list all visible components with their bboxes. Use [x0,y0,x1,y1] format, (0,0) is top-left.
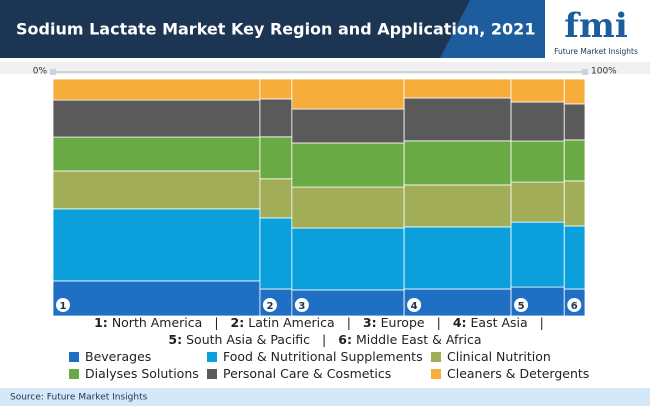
region-key-number: 5: [168,332,183,347]
segment [52,78,261,101]
segment [403,184,512,228]
segment [52,170,261,210]
segment [259,78,293,100]
segment [291,227,405,291]
region-key-number: 3: [362,315,377,330]
segment [259,217,293,290]
segment [291,108,405,144]
segment [403,78,512,99]
region-marker-bg [407,298,422,312]
segment [52,280,261,317]
region-marker: 5 [518,301,525,312]
chart-title: Sodium Lactate Market Key Region and App… [16,20,535,39]
region-marker: 1 [60,301,67,312]
region-marker: 6 [571,301,578,312]
region-marker: 4 [411,301,418,312]
region-key-name: North America [111,315,203,330]
segment [259,178,293,219]
region-key-name: Latin America [248,315,335,330]
tick-mark [50,69,56,75]
legend-label: Clinical Nutrition [447,349,551,364]
legend-item: Clinical Nutrition [431,349,581,364]
region-key-name: Europe [380,315,425,330]
legend-row: Beverages Food & Nutritional Supplements C… [0,349,650,364]
legend-item: Dialyses Solutions [69,366,207,381]
legend-label: Cleaners & Detergents [447,366,590,381]
logo-subtitle: Future Market Insights [554,47,638,56]
segment [52,99,261,138]
legend-label: Food & Nutritional Supplements [223,349,423,364]
separator: | [436,315,441,330]
legend-item: Food & Nutritional Supplements [207,349,431,364]
tick-mark [582,69,588,75]
segment [510,181,565,223]
segment [563,225,586,290]
region-key-name: East Asia [470,315,528,330]
legend-swatch [69,369,79,379]
separator: | [539,315,544,330]
legend-item: Personal Care & Cosmetics [207,366,431,381]
legend-swatch [207,352,217,362]
segment [510,221,565,288]
legend-swatch [431,369,441,379]
legend-item: Cleaners & Detergents [431,366,589,381]
legend-swatch [431,352,441,362]
logo: fmi [564,6,628,46]
segment [510,78,565,103]
header-accent [440,0,545,58]
legend-swatch [69,352,79,362]
region-marker: 3 [298,301,305,312]
segment [291,289,405,317]
region-key-name: South Asia & Pacific [186,332,311,347]
legend-swatch [207,369,217,379]
region-marker-bg [567,298,582,312]
region-key-row: 5: South Asia & Pacific | 6: Middle East & A… [0,332,650,347]
segment [563,139,586,182]
region-marker-bg [514,298,529,312]
region-key-row: 1: North America | 2: Latin America | 3: Europe… [0,315,650,330]
source: Source: Future Market Insights [10,393,148,403]
region-key-name: Middle East & Africa [355,332,482,347]
separator: | [346,315,351,330]
segment [403,140,512,186]
x-tick-label: 100% [591,67,617,77]
region-key-number: 6: [338,332,352,347]
legend-label: Personal Care & Cosmetics [223,366,392,381]
segment [52,136,261,172]
logo-box [545,0,650,62]
segment [403,288,512,317]
region-marker-bg [56,298,70,312]
segment [291,78,405,110]
region-key-number: 4: [452,315,467,330]
region-marker-bg [294,298,309,312]
segment [563,103,586,141]
separator: | [322,332,327,347]
legend-label: Dialyses Solutions [85,366,199,381]
segment [510,140,565,183]
segment [510,101,565,142]
x-tick-label: 0% [33,67,48,77]
segment [563,78,586,105]
region-marker-bg [262,298,277,312]
segment [52,208,261,282]
segment [291,142,405,188]
legend-row: Dialyses Solutions Personal Care & Cosmet… [0,366,650,381]
legend-label: Beverages [85,349,152,364]
region-marker: 2 [266,301,273,312]
region-key-number: 2: [230,315,245,330]
separator: | [214,315,219,330]
segment [291,186,405,229]
segment [403,226,512,290]
segment [403,97,512,142]
segment [259,98,293,138]
region-key-number: 1: [94,315,108,330]
legend-item: Beverages [69,349,207,364]
segment [259,136,293,180]
footer-band [0,388,650,406]
segment [563,180,586,227]
